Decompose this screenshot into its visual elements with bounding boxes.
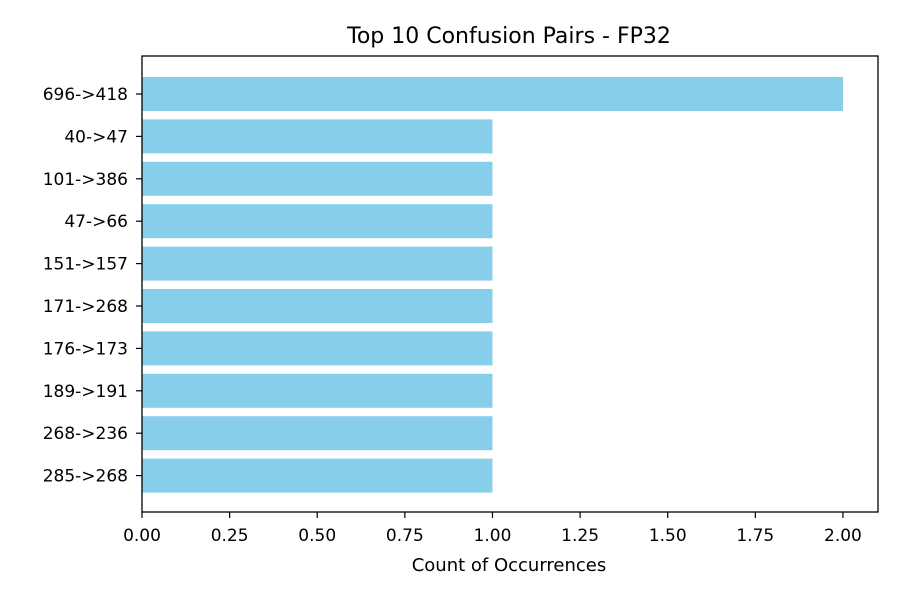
y-tick-label: 151->157 [43, 255, 128, 275]
x-axis-label: Count of Occurrences [412, 555, 607, 576]
bar-268-236 [142, 416, 493, 451]
bar-189-191 [142, 373, 493, 408]
bar-47-66 [142, 204, 493, 239]
y-tick-label: 268->236 [43, 424, 128, 444]
y-tick-label: 101->386 [43, 170, 128, 190]
x-tick-label: 0.00 [123, 526, 161, 546]
y-tick-label: 189->191 [43, 382, 128, 402]
bar-151-157 [142, 246, 493, 281]
plot-area-frame [141, 55, 879, 513]
x-tick-label: 0.25 [211, 526, 249, 546]
y-tick-label: 696->418 [43, 85, 128, 105]
y-tick-label: 47->66 [64, 212, 128, 232]
chart-title: Top 10 Confusion Pairs - FP32 [346, 24, 671, 49]
bar-696-418 [142, 77, 843, 111]
x-tick-label: 0.50 [298, 526, 336, 546]
bar-285-268 [142, 458, 493, 493]
x-tick-label: 1.50 [649, 526, 687, 546]
y-tick-label: 176->173 [43, 339, 128, 359]
y-tick-label: 40->47 [64, 127, 128, 147]
bar-176-173 [142, 331, 493, 366]
y-axis-ticks: 696->418 40->47 101->386 47->66 151->157 171-… [43, 85, 142, 487]
bar-171-268 [142, 289, 493, 323]
y-tick-label: 171->268 [43, 297, 128, 317]
bar-40-47 [142, 119, 493, 154]
x-tick-label: 0.75 [386, 526, 424, 546]
x-tick-label: 1.00 [474, 526, 512, 546]
x-axis-ticks: 0.00 0.25 0.50 0.75 1.00 1.25 1.50 1.75 2.00 [123, 512, 862, 546]
x-tick-label: 1.75 [736, 526, 774, 546]
y-tick-label: 285->268 [43, 467, 128, 487]
bar-101-386 [142, 161, 493, 196]
x-tick-label: 1.25 [561, 526, 599, 546]
bars-layer [142, 77, 843, 493]
x-tick-label: 2.00 [824, 526, 862, 546]
